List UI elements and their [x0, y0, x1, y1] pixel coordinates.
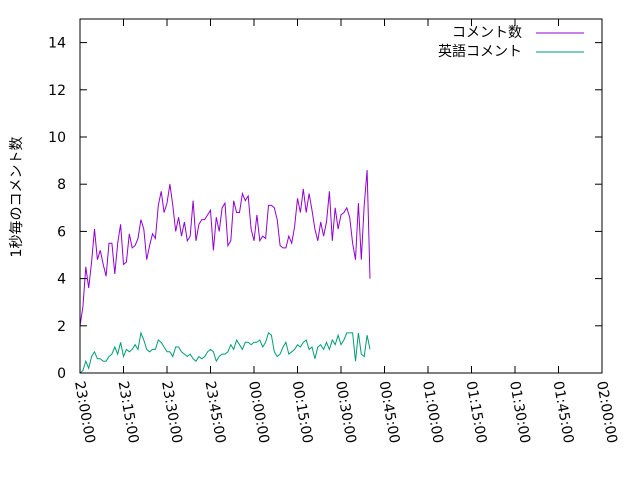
x-tick-label: 23:00:00 [71, 380, 98, 445]
x-tick-label: 23:30:00 [158, 380, 185, 445]
x-tick-label: 01:00:00 [419, 380, 446, 445]
x-tick-label: 00:15:00 [289, 380, 316, 445]
x-tick-label: 01:30:00 [506, 380, 533, 445]
x-tick-label: 02:00:00 [593, 380, 620, 445]
tick-marks [79, 19, 603, 374]
x-tick-label: 01:45:00 [550, 380, 577, 445]
y-tick-label: 6 [57, 224, 66, 240]
y-tick-label: 14 [48, 36, 66, 52]
legend-label-comments: コメント数 [452, 25, 522, 41]
legend-label-english-comments: 英語コメント [438, 43, 522, 60]
x-tick-label: 01:15:00 [463, 380, 490, 445]
x-tick-label: 00:00:00 [245, 380, 272, 445]
y-tick-label: 12 [48, 83, 66, 99]
y-tick-label: 0 [57, 366, 66, 382]
series-line-0 [79, 169, 371, 326]
series-layer [79, 169, 371, 374]
x-tick-labels: 23:00:00 23:15:00 23:30:00 23:45:00 00:00:00… [71, 380, 620, 445]
x-tick-label: 00:30:00 [332, 380, 359, 445]
y-tick-label: 2 [57, 319, 66, 335]
y-tick-label: 4 [57, 272, 66, 288]
y-axis-label: 1秒毎のコメント数 [9, 137, 25, 258]
y-tick-label: 8 [57, 177, 66, 193]
x-tick-label: 23:45:00 [202, 380, 229, 445]
x-tick-label: 00:45:00 [376, 380, 403, 445]
series-line-1 [79, 331, 371, 374]
legend: コメント数 英語コメント [438, 25, 584, 60]
y-tick-label: 10 [48, 130, 66, 146]
y-tick-labels: 0 2 4 6 8 10 12 14 [48, 36, 66, 382]
x-tick-label: 23:15:00 [115, 380, 142, 445]
plot-frame [79, 18, 603, 374]
